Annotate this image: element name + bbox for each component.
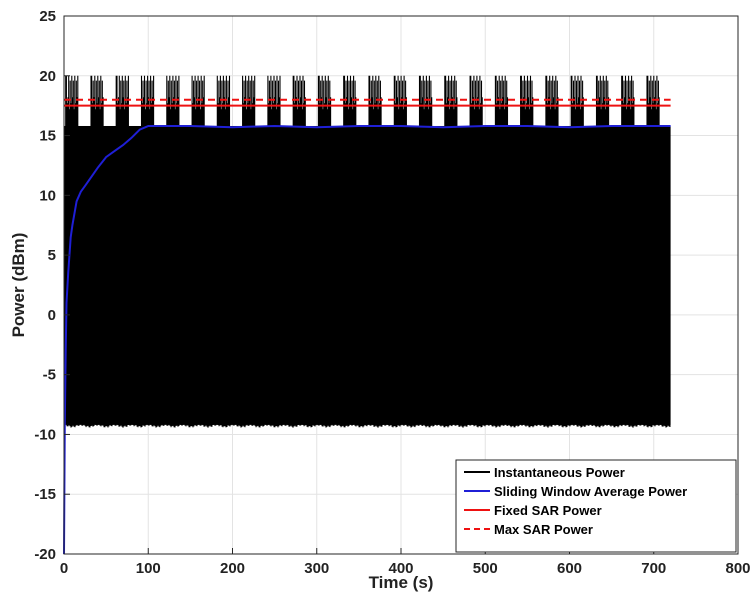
- y-tick-label: 15: [39, 128, 56, 145]
- x-axis-label: Time (s): [369, 573, 434, 592]
- x-tick-label: 800: [725, 560, 750, 577]
- x-tick-label: 0: [60, 560, 68, 577]
- y-tick-label: 25: [39, 8, 56, 25]
- ticks: 0 100 200 300 400 500 600 700 800 -20 -15 -10 -5 0 5 10…: [34, 8, 750, 577]
- instantaneous-power-burst: [191, 75, 205, 126]
- instantaneous-power-burst: [115, 75, 129, 126]
- y-tick-label: -10: [34, 426, 56, 443]
- instantaneous-power-burst: [343, 75, 357, 126]
- x-tick-label: 100: [136, 560, 161, 577]
- instantaneous-power-burst: [595, 75, 610, 126]
- legend-label: Fixed SAR Power: [494, 503, 602, 518]
- y-tick-label: -20: [34, 546, 56, 563]
- y-tick-label: 20: [39, 68, 56, 85]
- instantaneous-power-burst: [570, 75, 584, 126]
- instantaneous-power-burst: [418, 75, 433, 126]
- instantaneous-power-burst: [166, 75, 180, 126]
- legend-label: Max SAR Power: [494, 522, 593, 537]
- sliding-window-average-line: [63, 124, 671, 555]
- x-tick-label: 600: [557, 560, 582, 577]
- y-tick-label: -15: [34, 486, 56, 503]
- instantaneous-power-burst: [317, 75, 332, 126]
- instantaneous-power-burst: [368, 75, 382, 126]
- instantaneous-power-burst: [292, 75, 306, 126]
- instantaneous-power-burst: [545, 75, 559, 126]
- y-tick-label: -5: [43, 367, 56, 384]
- instantaneous-power-burst: [393, 75, 407, 126]
- instantaneous-power-burst: [267, 75, 281, 126]
- instantaneous-power-burst: [469, 75, 483, 126]
- x-tick-label: 700: [641, 560, 666, 577]
- instantaneous-power-burst: [216, 75, 231, 126]
- y-tick-label: 5: [48, 247, 56, 264]
- instantaneous-power-burst: [140, 75, 155, 126]
- instantaneous-power-burst: [621, 75, 635, 126]
- instantaneous-power-burst: [520, 75, 534, 126]
- y-axis-label: Power (dBm): [9, 233, 28, 338]
- x-tick-label: 200: [220, 560, 245, 577]
- instantaneous-power-burst: [242, 75, 256, 126]
- instantaneous-power-burst: [646, 75, 660, 126]
- instantaneous-power-burst: [65, 75, 79, 126]
- instantaneous-power-band: [64, 125, 671, 425]
- instantaneous-power-burst: [444, 75, 458, 126]
- legend-label: Sliding Window Average Power: [494, 484, 687, 499]
- instantaneous-power-burst: [494, 75, 509, 126]
- legend-label: Instantaneous Power: [494, 465, 625, 480]
- x-tick-label: 400: [388, 560, 413, 577]
- x-tick-label: 300: [304, 560, 329, 577]
- x-tick-label: 500: [473, 560, 498, 577]
- legend-box: [455, 459, 737, 553]
- legend: Instantaneous Power Sliding Window Averag…: [455, 459, 737, 553]
- data-layer: [63, 75, 671, 555]
- y-tick-label: 0: [48, 307, 56, 324]
- y-tick-label: 10: [39, 187, 56, 204]
- instantaneous-power-burst: [90, 75, 104, 126]
